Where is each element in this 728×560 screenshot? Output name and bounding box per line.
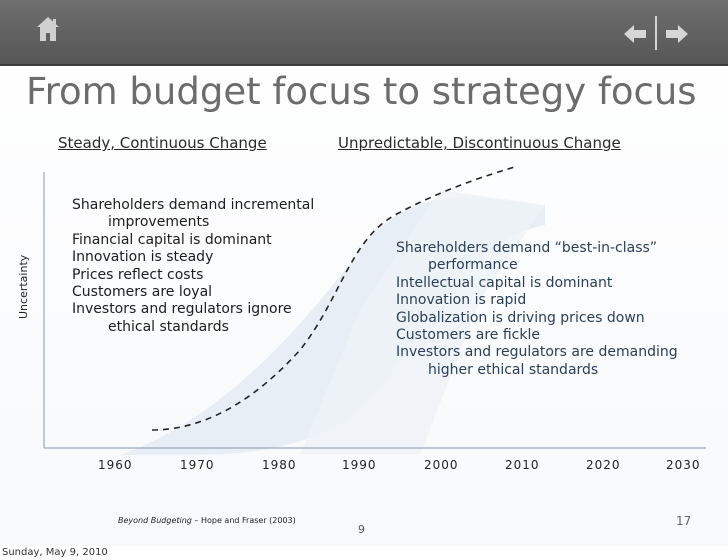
inner-page-number: 9 bbox=[358, 523, 365, 536]
x-tick-2030: 2030 bbox=[666, 458, 701, 472]
steady-change-list: Shareholders demand incremental improveme… bbox=[72, 197, 362, 336]
nav-divider bbox=[655, 16, 657, 50]
x-tick-2000: 2000 bbox=[424, 458, 459, 472]
arrow-left-icon[interactable] bbox=[622, 22, 648, 46]
x-tick-1980: 1980 bbox=[262, 458, 297, 472]
list-item-continuation: higher ethical standards bbox=[428, 361, 599, 378]
list-item-continuation: ethical standards bbox=[108, 318, 229, 335]
list-item: Financial capital is dominant bbox=[72, 231, 272, 248]
list-item-continuation: performance bbox=[428, 257, 518, 274]
arrow-right-icon[interactable] bbox=[664, 22, 690, 46]
timeline-chart bbox=[43, 165, 706, 449]
slide-title: From budget focus to strategy focus bbox=[26, 70, 697, 113]
list-item: Intellectual capital is dominant bbox=[396, 274, 613, 291]
list-item-text: Investors and regulators ignore bbox=[72, 301, 292, 318]
top-toolbar bbox=[0, 0, 728, 66]
discontinuous-change-list: Shareholders demand “best-in-class” perfo… bbox=[396, 240, 726, 379]
x-tick-2020: 2020 bbox=[586, 458, 621, 472]
list-item: Investors and regulators are demanding hi… bbox=[396, 344, 726, 379]
list-item-text: Shareholders demand incremental bbox=[72, 197, 315, 213]
background-swoosh bbox=[120, 190, 545, 455]
slide: From budget focus to strategy focus Stea… bbox=[0, 0, 728, 546]
list-item: Customers are loyal bbox=[72, 284, 213, 301]
x-tick-1990: 1990 bbox=[342, 458, 377, 472]
list-item-continuation: improvements bbox=[108, 214, 210, 231]
list-item: Prices reflect costs bbox=[72, 266, 204, 283]
source-citation: Beyond Budgeting – Hope and Fraser (2003… bbox=[118, 516, 296, 525]
y-axis-label: Uncertainty bbox=[17, 254, 30, 319]
steady-change-heading: Steady, Continuous Change bbox=[58, 134, 267, 152]
home-icon[interactable] bbox=[35, 14, 61, 44]
x-tick-1970: 1970 bbox=[180, 458, 215, 472]
discontinuous-change-heading: Unpredictable, Discontinuous Change bbox=[338, 134, 621, 152]
list-item: Innovation is rapid bbox=[396, 292, 527, 309]
list-item-text: Investors and regulators are demanding bbox=[396, 344, 678, 361]
list-item-text: Shareholders demand “best-in-class” bbox=[396, 240, 658, 256]
x-tick-2010: 2010 bbox=[505, 458, 540, 472]
slide-page-number: 17 bbox=[676, 514, 692, 528]
list-item: Innovation is steady bbox=[72, 249, 214, 266]
x-tick-1960: 1960 bbox=[98, 458, 133, 472]
list-item: Shareholders demand incremental improveme… bbox=[72, 197, 362, 232]
citation-authors: – Hope and Fraser (2003) bbox=[191, 516, 296, 525]
citation-book-title: Beyond Budgeting bbox=[118, 516, 192, 525]
list-item: Investors and regulators ignore ethical s… bbox=[72, 301, 362, 336]
list-item: Customers are fickle bbox=[396, 327, 540, 344]
list-item: Globalization is driving prices down bbox=[396, 309, 645, 326]
list-item: Shareholders demand “best-in-class” perfo… bbox=[396, 240, 726, 275]
footer-date: Sunday, May 9, 2010 bbox=[2, 547, 108, 558]
